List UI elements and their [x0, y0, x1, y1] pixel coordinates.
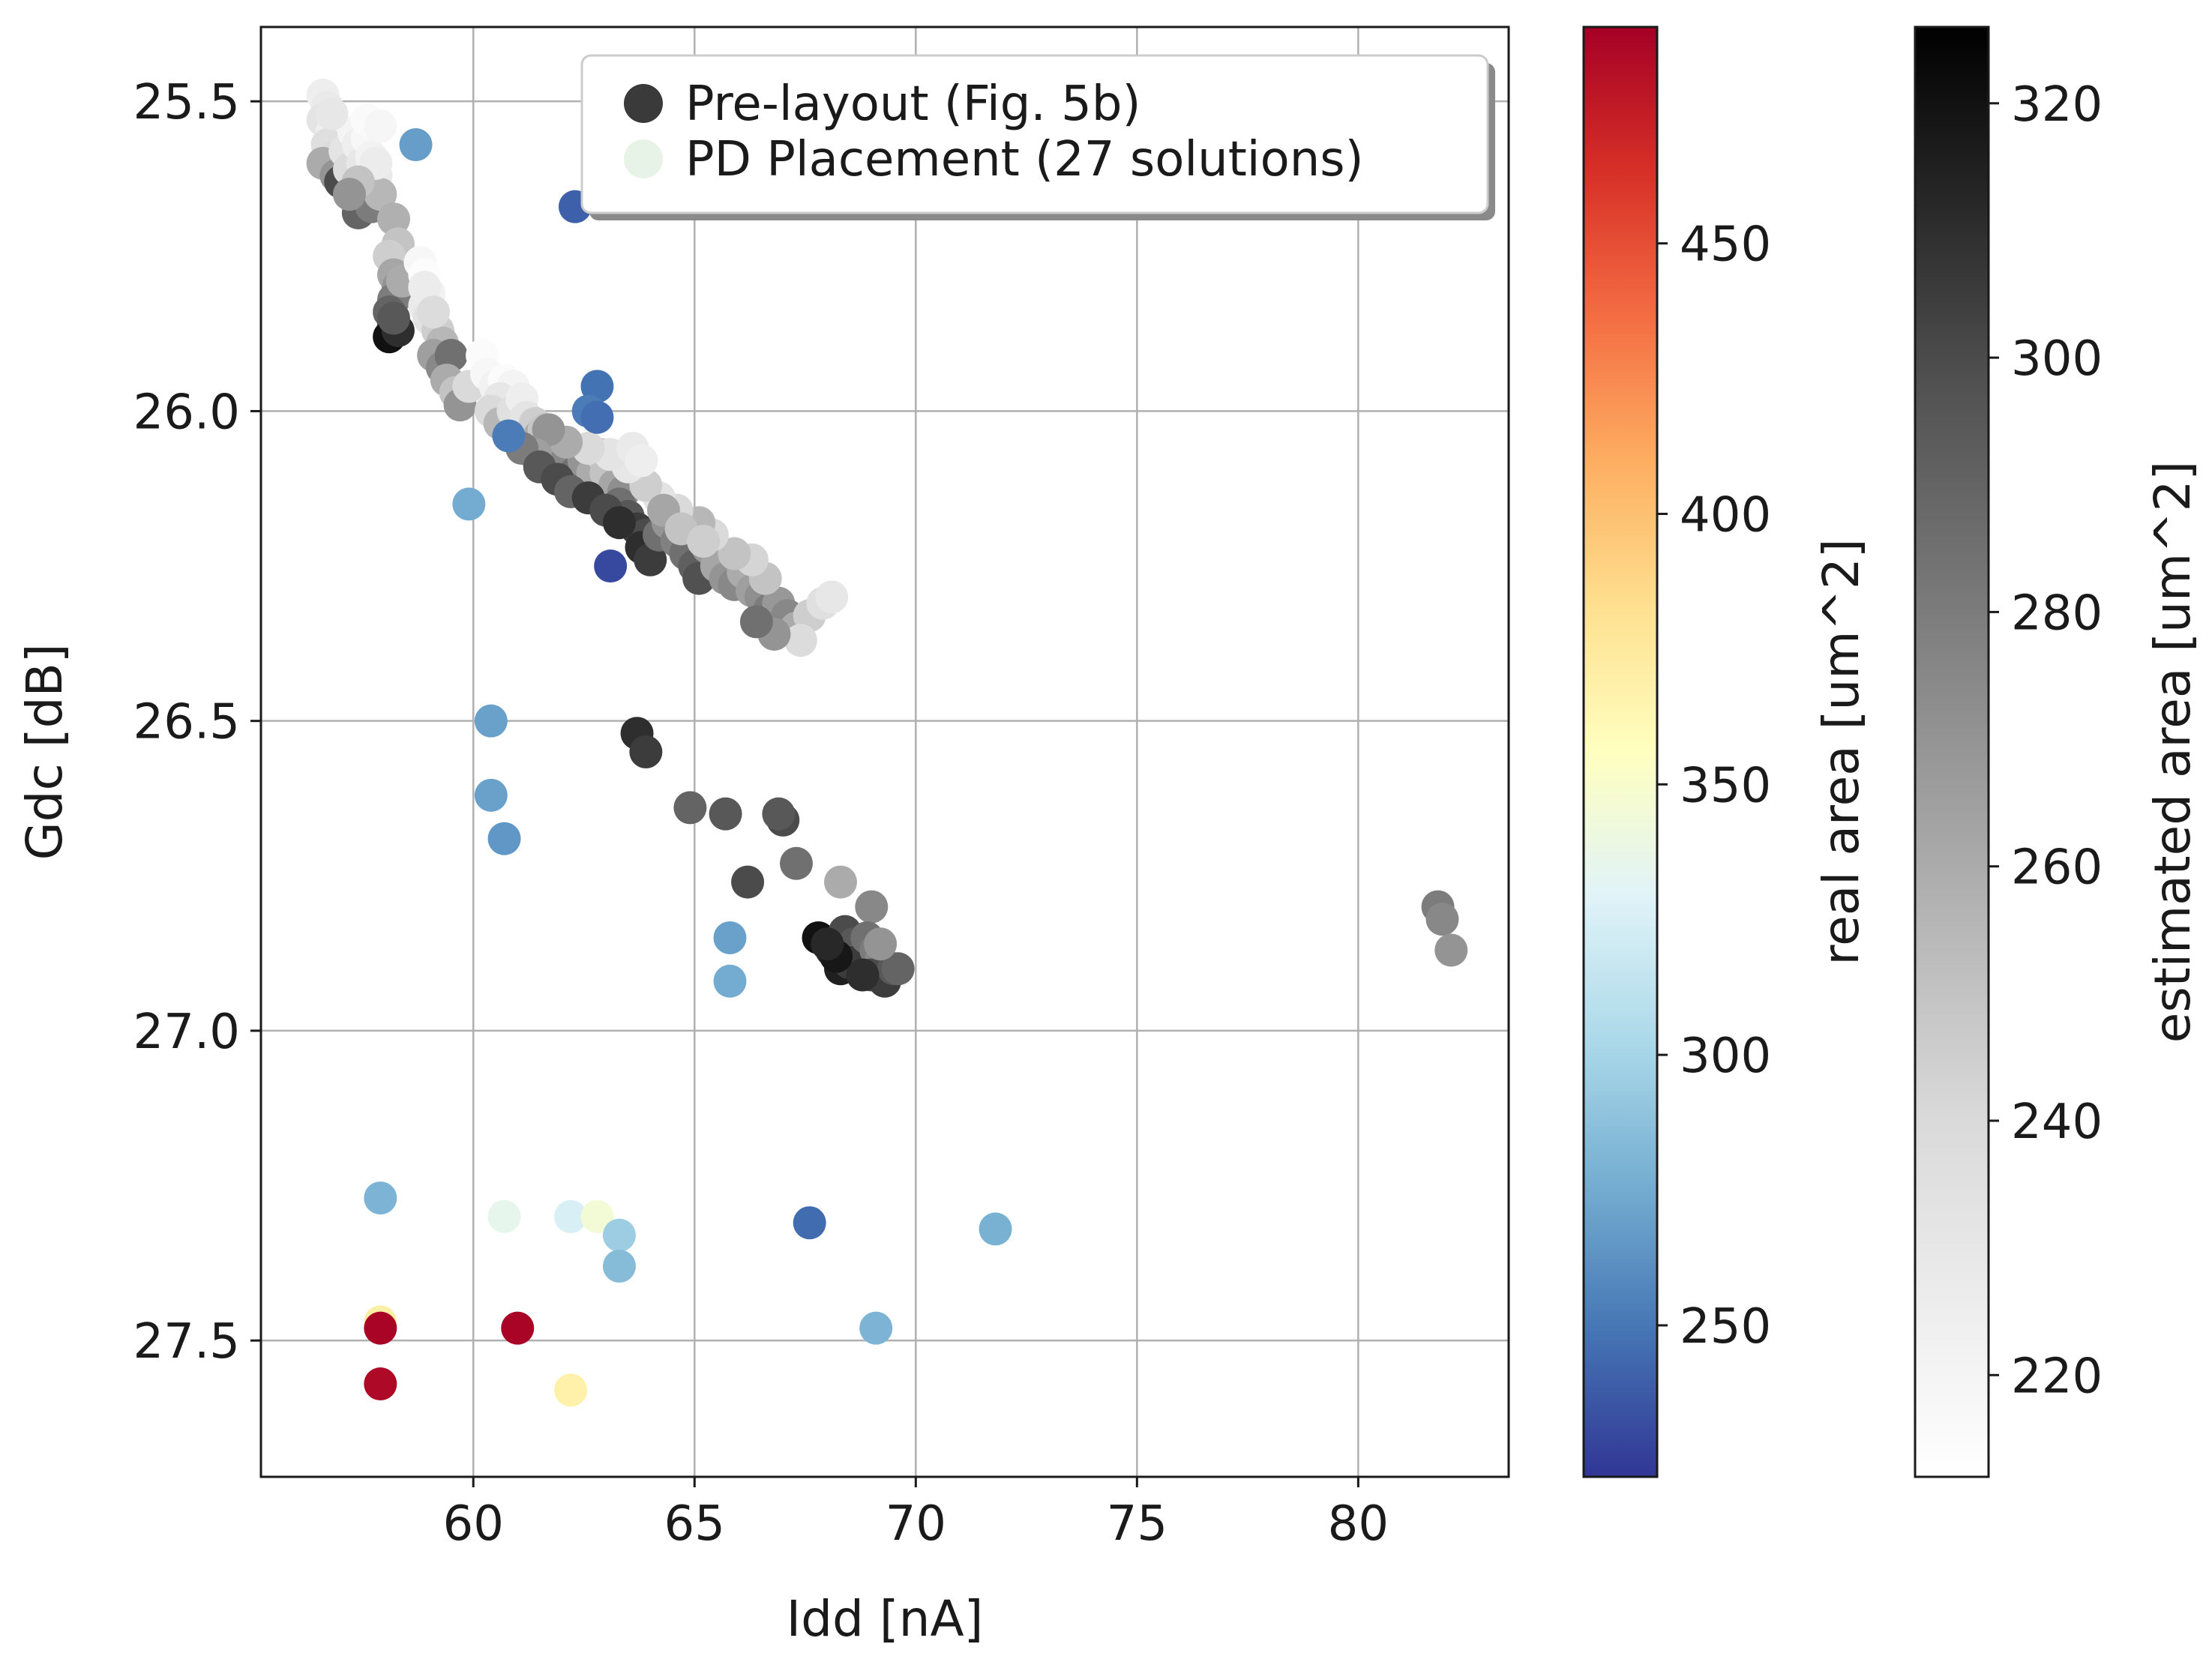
x-tick-label: 75	[1107, 1496, 1167, 1552]
legend-label-pre-layout: Pre-layout (Fig. 5b)	[685, 76, 1140, 132]
colorbar-tick-label: 220	[2011, 1349, 2103, 1404]
plot-area	[261, 27, 1509, 1477]
colorbar-real-area-label: real area [um^2]	[1812, 538, 1870, 965]
x-tick-label: 65	[664, 1496, 725, 1552]
colorbar-estimated-area	[1914, 25, 1990, 1478]
pd-placement-point	[602, 1218, 636, 1252]
pre-layout-point	[532, 413, 565, 447]
pd-placement-point	[580, 1199, 614, 1233]
colorbar-real-area	[1582, 25, 1659, 1478]
pre-layout-point	[855, 890, 889, 924]
pd-placement-point	[474, 778, 508, 812]
pd-placement-point	[487, 822, 521, 855]
pd-placement-point	[364, 1181, 397, 1215]
y-tick-label: 26.0	[133, 385, 241, 440]
x-axis-label: Idd [nA]	[787, 1590, 984, 1648]
colorbar-tick-label: 400	[1680, 487, 1771, 543]
colorbar-tick-label: 280	[2011, 585, 2103, 641]
colorbar-estimated-area-ticks: 220 240 260 280 300 320	[1989, 77, 2103, 1404]
pre-layout-point	[779, 846, 813, 880]
pd-placement-point	[793, 1206, 826, 1240]
pre-layout-point	[602, 506, 636, 540]
pre-layout-point	[739, 605, 773, 639]
colorbar-tick-label: 300	[2011, 331, 2103, 387]
pd-placement-point	[580, 370, 614, 403]
y-tick-label: 25.5	[133, 75, 241, 130]
pre-layout-point	[762, 797, 796, 831]
pre-layout-point	[315, 97, 349, 130]
pre-layout-point	[846, 958, 880, 992]
pd-placement-point	[492, 419, 526, 453]
pd-placement-point	[474, 704, 508, 738]
y-tick-label: 26.5	[133, 695, 241, 750]
pre-layout-point	[377, 301, 411, 335]
pd-placement-point	[364, 1367, 397, 1401]
pre-layout-point	[709, 797, 742, 831]
y-axis-label: Gdc [dB]	[16, 644, 73, 861]
pre-layout-point	[815, 580, 849, 614]
pre-layout-point	[417, 295, 451, 329]
legend-marker-pd-placement	[624, 139, 663, 178]
colorbar-tick-label: 250	[1680, 1299, 1771, 1355]
pre-layout-point	[333, 178, 367, 211]
y-tick-label: 27.5	[133, 1314, 241, 1370]
legend-box	[580, 54, 1489, 214]
x-tick-label: 80	[1328, 1496, 1389, 1552]
legend: Pre-layout (Fig. 5b) PD Placement (27 so…	[580, 54, 1495, 220]
pre-layout-point	[687, 524, 721, 558]
pd-placement-point	[364, 1311, 397, 1345]
pre-layout-point	[364, 109, 397, 143]
pd-placement-point	[487, 1199, 521, 1233]
pd-placement-point	[713, 964, 747, 998]
axis-ticks: 60 65 70 75 80 25.5 26.0 26.5 27.0 27.5	[133, 75, 1389, 1552]
pre-layout-point	[625, 444, 658, 478]
colorbar-tick-label: 450	[1680, 217, 1771, 273]
colorbar-tick-label: 260	[2011, 840, 2103, 896]
pre-layout-point	[629, 735, 663, 768]
colorbar-estimated-area-label: estimated area [um^2]	[2144, 461, 2202, 1043]
pre-layout-point	[784, 624, 817, 657]
x-tick-label: 70	[886, 1496, 946, 1552]
pre-layout-point	[881, 952, 915, 986]
pd-placement-point	[501, 1311, 535, 1345]
pre-layout-point	[718, 537, 751, 570]
pd-placement-point	[554, 1199, 588, 1233]
data-points	[306, 78, 1468, 1407]
pd-placement-point	[602, 1249, 636, 1283]
pd-placement-point	[859, 1311, 893, 1345]
pd-placement-point	[979, 1212, 1012, 1246]
legend-label-pd-placement: PD Placement (27 solutions)	[685, 132, 1364, 187]
pd-placement-point	[580, 400, 614, 434]
pd-placement-point	[452, 487, 486, 521]
pd-placement-point	[554, 1373, 588, 1407]
colorbar-tick-label: 350	[1680, 758, 1771, 813]
plot-frame	[259, 25, 1510, 1478]
colorbar-real-area-ticks: 250 300 350 400 450	[1657, 217, 1771, 1355]
pre-layout-point	[434, 339, 468, 373]
pre-layout-point	[864, 927, 898, 961]
pre-layout-point	[1425, 903, 1459, 936]
colorbar-tick-label: 300	[1680, 1029, 1771, 1084]
pd-placement-point	[399, 128, 433, 162]
colorbar-tick-label: 320	[2011, 77, 2103, 133]
pre-layout-point	[377, 202, 411, 236]
pre-layout-point	[1434, 933, 1468, 967]
pre-layout-point	[731, 865, 765, 899]
pd-placement-point	[594, 550, 628, 583]
colorbar-tick-label: 240	[2011, 1095, 2103, 1150]
x-tick-label: 60	[443, 1496, 504, 1552]
pre-layout-point	[811, 927, 844, 961]
pd-placement-point	[713, 921, 747, 954]
pre-layout-point	[408, 271, 442, 304]
pre-layout-point	[823, 865, 857, 899]
pre-layout-point	[634, 543, 667, 576]
pre-layout-point	[673, 791, 707, 825]
legend-marker-pre-layout	[624, 84, 663, 123]
y-tick-label: 27.0	[133, 1005, 241, 1060]
